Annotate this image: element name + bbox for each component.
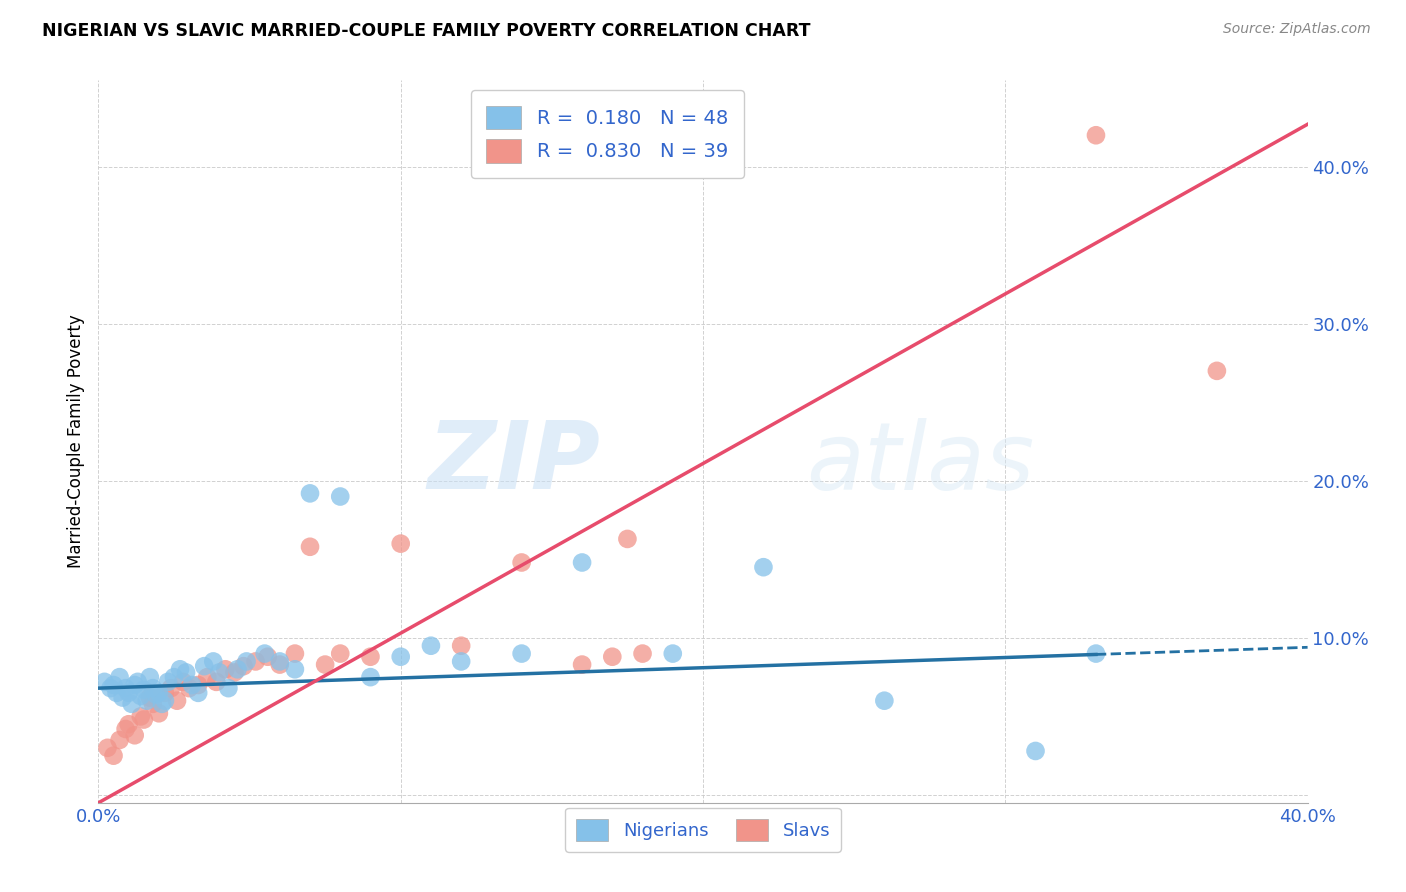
Point [142,681,165,695]
Point [129,689,152,703]
Point [232,659,254,673]
Point [108,733,131,747]
Point [103,678,125,692]
Point [299,540,322,554]
Point [166,694,188,708]
Point [284,662,307,676]
Point [217,681,239,695]
Point [752,560,775,574]
Point [571,556,593,570]
Point [187,678,209,692]
Point [450,655,472,669]
Point [235,655,257,669]
Text: ZIP: ZIP [427,417,600,509]
Point [96,740,118,755]
Point [172,674,194,689]
Point [129,709,152,723]
Point [187,686,209,700]
Point [1024,744,1046,758]
Point [205,674,228,689]
Y-axis label: Married-Couple Family Poverty: Married-Couple Family Poverty [66,315,84,568]
Point [510,556,533,570]
Point [181,678,204,692]
Point [150,697,173,711]
Point [389,649,412,664]
Point [256,649,278,664]
Point [631,647,654,661]
Point [148,686,170,700]
Point [1085,647,1108,661]
Point [124,728,146,742]
Point [114,722,136,736]
Point [93,674,115,689]
Point [142,697,165,711]
Point [163,670,186,684]
Point [208,665,231,680]
Point [118,717,141,731]
Point [139,670,162,684]
Point [602,649,624,664]
Point [153,694,176,708]
Point [127,674,149,689]
Point [132,682,155,697]
Point [132,713,155,727]
Point [269,657,291,672]
Legend: Nigerians, Slavs: Nigerians, Slavs [565,808,841,852]
Point [284,647,307,661]
Point [214,662,236,676]
Text: Source: ZipAtlas.com: Source: ZipAtlas.com [1223,22,1371,37]
Point [269,655,291,669]
Point [616,532,638,546]
Point [105,686,128,700]
Point [314,657,336,672]
Point [661,647,683,661]
Point [169,662,191,676]
Text: atlas: atlas [806,417,1033,508]
Point [195,670,218,684]
Point [135,694,157,708]
Point [100,681,122,695]
Point [111,690,134,705]
Point [174,665,197,680]
Point [145,687,167,701]
Point [510,647,533,661]
Point [224,665,246,680]
Text: NIGERIAN VS SLAVIC MARRIED-COUPLE FAMILY POVERTY CORRELATION CHART: NIGERIAN VS SLAVIC MARRIED-COUPLE FAMILY… [42,22,811,40]
Point [1085,128,1108,143]
Point [139,690,162,705]
Point [360,670,382,684]
Point [253,647,276,661]
Point [329,647,352,661]
Point [124,678,146,692]
Point [193,659,215,673]
Point [389,536,412,550]
Point [329,490,352,504]
Point [360,649,382,664]
Point [156,674,179,689]
Point [245,655,267,669]
Point [153,686,176,700]
Point [873,694,896,708]
Point [108,670,131,684]
Point [121,697,143,711]
Point [571,657,593,672]
Point [148,706,170,721]
Point [299,486,322,500]
Point [118,686,141,700]
Point [420,639,443,653]
Point [160,681,183,695]
Point [450,639,472,653]
Point [114,681,136,695]
Point [103,748,125,763]
Point [202,655,225,669]
Point [179,681,201,695]
Point [1206,364,1229,378]
Point [226,662,249,676]
